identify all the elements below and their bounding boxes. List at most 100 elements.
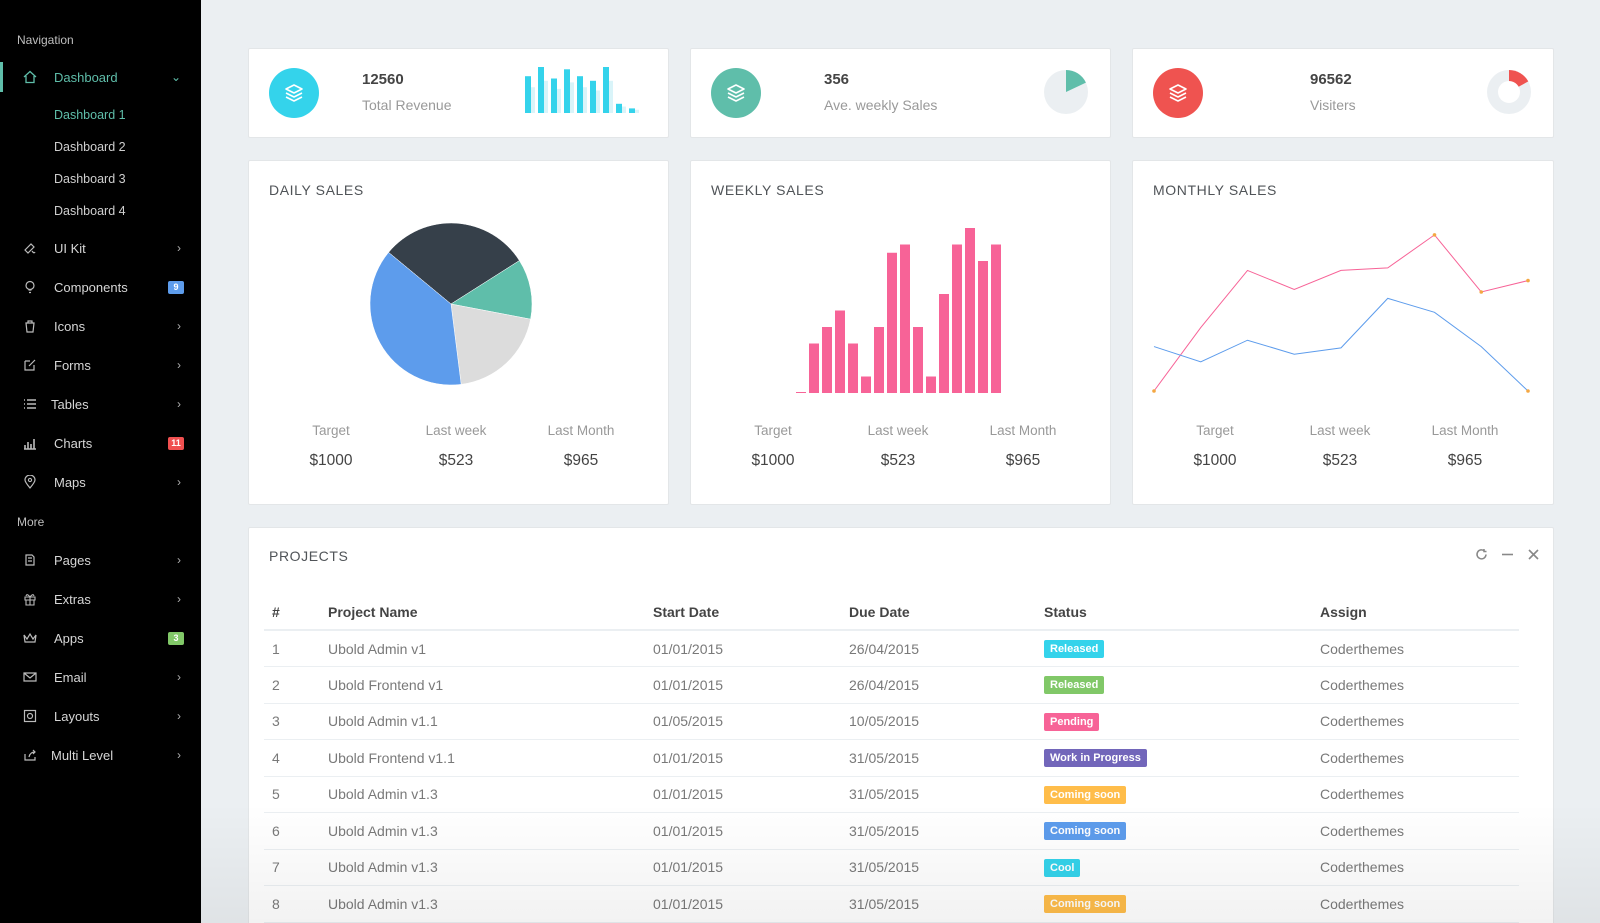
daily-sales-pie-chart <box>369 222 533 386</box>
start-date: 01/01/2015 <box>645 739 841 777</box>
refresh-icon[interactable] <box>1474 547 1488 561</box>
home-icon <box>22 69 38 85</box>
projects-card: PROJECTS # Project Name Start Date Due D… <box>248 527 1554 923</box>
sidebar-item-email[interactable]: Email › <box>0 662 201 692</box>
start-date: 01/05/2015 <box>645 703 841 740</box>
sidebar-item-dashboard[interactable]: Dashboard ⌄ <box>0 62 201 92</box>
mini-bar <box>616 103 622 113</box>
stat-last-week-value: $523 <box>1322 452 1358 469</box>
mini-bar <box>538 67 544 113</box>
sidebar-item-ui-kit[interactable]: UI Kit › <box>0 233 201 263</box>
stat-last-month-label: Last Month <box>547 423 615 438</box>
sidebar-item-multi-level[interactable]: Multi Level › <box>0 740 201 770</box>
stat-last-month-value: $965 <box>1447 452 1483 469</box>
gift-icon <box>22 591 38 607</box>
projects-table: # Project Name Start Date Due Date Statu… <box>264 594 1519 923</box>
sidebar-item-charts[interactable]: Charts 11 <box>0 428 201 458</box>
mini-bar <box>551 78 557 113</box>
chevron-right-icon: › <box>177 748 181 762</box>
table-row[interactable]: 8 Ubold Admin v1.3 01/01/2015 31/05/2015 Com… <box>264 885 1519 923</box>
monthly-sales-card: MONTHLY SALES Target $1000 Last week $523 … <box>1132 160 1554 505</box>
start-date: 01/01/2015 <box>645 630 841 667</box>
line-series <box>1153 297 1529 392</box>
bar <box>978 261 988 393</box>
components-count-badge: 9 <box>168 280 184 294</box>
stat-target-value: $1000 <box>309 452 353 469</box>
table-row[interactable]: 2 Ubold Frontend v1 01/01/2015 26/04/2015 Re… <box>264 666 1519 704</box>
sidebar-sub-dashboard-2[interactable]: Dashboard 2 <box>54 140 126 154</box>
mini-bar-shadow <box>581 87 587 113</box>
column-header: # <box>264 594 320 631</box>
sidebar-sub-dashboard-1[interactable]: Dashboard 1 <box>54 108 126 122</box>
status-cell: Cool <box>1036 849 1312 886</box>
share-icon <box>22 747 38 763</box>
assignee: Coderthemes <box>1312 885 1519 923</box>
minimize-icon[interactable] <box>1500 547 1514 561</box>
bar <box>939 294 949 393</box>
card-title: MONTHLY SALES <box>1153 182 1277 198</box>
sidebar-item-layouts[interactable]: Layouts › <box>0 701 201 731</box>
pages-icon <box>22 552 38 568</box>
assignee: Coderthemes <box>1312 666 1519 704</box>
start-date: 01/01/2015 <box>645 666 841 704</box>
mini-pie-slice <box>1066 70 1086 92</box>
sidebar-item-forms[interactable]: Forms › <box>0 350 201 380</box>
map-pin-icon <box>22 474 38 490</box>
charts-count-badge: 11 <box>168 436 184 450</box>
table-row[interactable]: 1 Ubold Admin v1 01/01/2015 26/04/2015 Relea… <box>264 630 1519 667</box>
sidebar-item-label: Layouts <box>54 708 100 724</box>
status-cell: Coming soon <box>1036 776 1312 813</box>
status-badge: Work in Progress <box>1044 749 1147 768</box>
status-cell: Released <box>1036 666 1312 704</box>
close-icon[interactable] <box>1526 547 1540 561</box>
stat-target-label: Target <box>754 423 792 438</box>
due-date: 31/05/2015 <box>841 739 1036 777</box>
assignee: Coderthemes <box>1312 703 1519 740</box>
sidebar-item-pages[interactable]: Pages › <box>0 545 201 575</box>
sidebar-sub-dashboard-4[interactable]: Dashboard 4 <box>54 204 126 218</box>
mini-bar-shadow <box>594 90 600 113</box>
status-badge: Coming soon <box>1044 822 1127 841</box>
mini-bar <box>564 69 570 113</box>
layers-icon <box>711 68 761 118</box>
card-title: WEEKLY SALES <box>711 182 825 198</box>
bar <box>965 228 975 393</box>
status-badge: Cool <box>1044 858 1081 877</box>
sidebar-item-label: Components <box>54 279 128 295</box>
sidebar-item-icons[interactable]: Icons › <box>0 311 201 341</box>
table-row[interactable]: 5 Ubold Admin v1.3 01/01/2015 31/05/2015 Com… <box>264 776 1519 813</box>
chevron-right-icon: › <box>177 397 181 411</box>
sidebar-item-tables[interactable]: Tables › <box>0 389 201 419</box>
bar <box>887 252 897 393</box>
sidebar-sub-dashboard-3[interactable]: Dashboard 3 <box>54 172 126 186</box>
status-cell: Work in Progress <box>1036 739 1312 777</box>
table-row[interactable]: 6 Ubold Admin v1.3 01/01/2015 31/05/2015 Com… <box>264 812 1519 850</box>
sidebar-item-label: Extras <box>54 591 91 607</box>
sidebar-item-components[interactable]: Components 9 <box>0 272 201 302</box>
stat-last-month-value: $965 <box>1005 452 1041 469</box>
assignee: Coderthemes <box>1312 739 1519 777</box>
mini-bar-chart <box>525 67 639 113</box>
crown-icon <box>22 630 38 646</box>
stat-card-weekly-sales: 356 Ave. weekly Sales <box>690 48 1111 138</box>
table-row[interactable]: 4 Ubold Frontend v1.1 01/01/2015 31/05/2015… <box>264 739 1519 777</box>
mini-donut-chart <box>1487 70 1531 114</box>
sidebar-item-extras[interactable]: Extras › <box>0 584 201 614</box>
status-badge: Pending <box>1044 712 1100 731</box>
mail-icon <box>22 669 38 685</box>
stat-last-week-label: Last week <box>867 423 929 438</box>
table-row[interactable]: 7 Ubold Admin v1.3 01/01/2015 31/05/2015 Coo… <box>264 849 1519 886</box>
table-row[interactable]: 3 Ubold Admin v1.1 01/05/2015 10/05/2015 Pen… <box>264 703 1519 740</box>
project-name: Ubold Admin v1 <box>320 630 645 667</box>
stat-label: Ave. weekly Sales <box>824 97 938 113</box>
stat-card-visiters: 96562 Visiters <box>1132 48 1554 138</box>
chevron-right-icon: › <box>177 709 181 723</box>
pie-slice <box>450 260 533 320</box>
row-number: 3 <box>264 703 320 740</box>
status-cell: Coming soon <box>1036 812 1312 850</box>
due-date: 31/05/2015 <box>841 776 1036 813</box>
sidebar-item-apps[interactable]: Apps 3 <box>0 623 201 653</box>
sidebar-item-maps[interactable]: Maps › <box>0 467 201 497</box>
sidebar: Navigation Dashboard ⌄ Dashboard 1 Dashb… <box>0 0 201 923</box>
assignee: Coderthemes <box>1312 776 1519 813</box>
